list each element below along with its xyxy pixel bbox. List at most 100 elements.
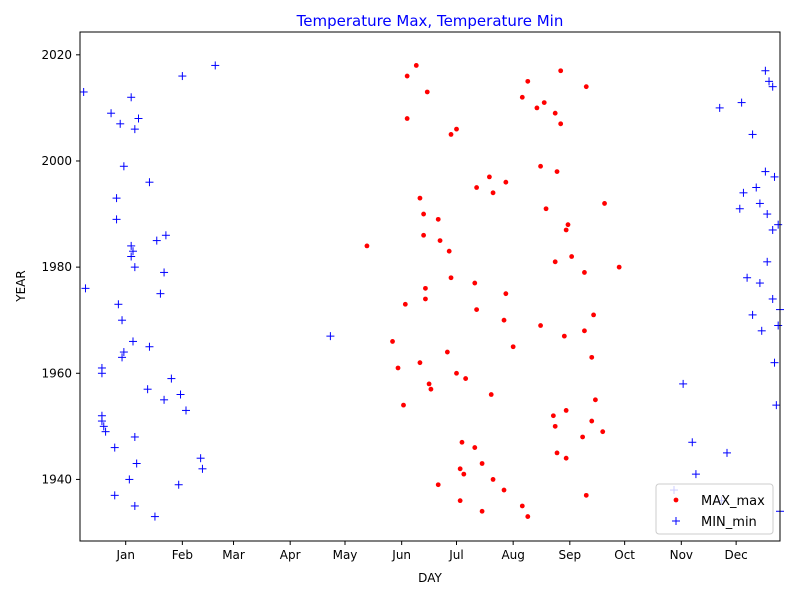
- max-point: [593, 397, 598, 403]
- min-point: [178, 72, 187, 81]
- min-point: [132, 459, 141, 468]
- min-point: [101, 427, 110, 436]
- min-point: [134, 114, 143, 123]
- max-point: [413, 63, 419, 68]
- min-point: [118, 316, 127, 325]
- max-point: [569, 254, 575, 259]
- max-point: [534, 105, 540, 111]
- x-tick-label: Sep: [559, 548, 582, 562]
- min-point: [748, 130, 757, 139]
- min-point: [116, 119, 125, 128]
- max-point: [583, 84, 589, 90]
- max-point: [402, 301, 408, 307]
- max-point: [479, 461, 485, 466]
- max-point: [428, 386, 434, 392]
- max-point: [454, 126, 459, 132]
- min-point: [161, 231, 170, 240]
- legend-marker-min: [672, 517, 680, 525]
- min-point: [326, 332, 335, 341]
- x-tick-label: Feb: [172, 548, 193, 562]
- max-point: [401, 402, 406, 408]
- legend-label-min: MIN_min: [701, 515, 757, 530]
- legend: MAX_max MIN_min: [655, 483, 774, 535]
- min-point: [763, 257, 772, 266]
- series-MIN_min: [79, 61, 784, 521]
- min-point: [198, 464, 207, 473]
- max-point: [558, 68, 564, 74]
- max-point: [446, 248, 452, 254]
- series-MAX_max: [364, 63, 622, 519]
- max-point: [616, 264, 622, 270]
- max-point: [563, 408, 569, 413]
- legend-label-max: MAX_max: [701, 494, 765, 509]
- x-tick-label: Aug: [501, 548, 524, 562]
- max-point: [395, 365, 401, 371]
- min-point: [127, 252, 136, 261]
- min-point: [107, 109, 116, 118]
- max-point: [558, 121, 564, 127]
- x-tick-label: Apr: [280, 548, 301, 562]
- min-point: [688, 438, 697, 447]
- min-point: [130, 263, 139, 272]
- min-point: [679, 379, 688, 388]
- min-point: [127, 241, 136, 250]
- chart-title: Temperature Max, Temperature Min: [296, 12, 564, 30]
- min-point: [130, 432, 139, 441]
- min-point: [125, 475, 134, 484]
- min-point: [755, 199, 764, 208]
- max-point: [421, 232, 427, 238]
- y-tick-label: 2020: [41, 48, 72, 62]
- min-point: [160, 268, 169, 277]
- max-point: [525, 514, 531, 519]
- x-tick-label: Oct: [614, 548, 635, 562]
- min-point: [79, 87, 88, 96]
- y-tick-label: 1980: [41, 260, 72, 274]
- max-point: [423, 296, 428, 302]
- max-point: [404, 116, 410, 121]
- min-point: [761, 66, 770, 75]
- min-point: [97, 369, 106, 378]
- min-point: [765, 77, 774, 86]
- max-point: [424, 89, 430, 95]
- y-axis: 1940 1960 1980 2000 2020: [41, 48, 80, 486]
- max-point: [582, 270, 587, 275]
- min-point: [748, 310, 757, 319]
- x-axis: Jan Feb Mar Apr May Jun Jul Aug Sep Oct Nov Dec: [115, 541, 748, 562]
- max-point: [589, 354, 595, 360]
- max-point: [554, 450, 560, 456]
- min-point: [768, 294, 777, 303]
- max-point: [519, 94, 525, 100]
- min-point: [770, 358, 779, 367]
- max-point: [474, 307, 480, 312]
- min-point: [768, 225, 777, 234]
- max-point: [404, 73, 410, 79]
- max-point: [589, 418, 595, 424]
- min-point: [174, 480, 183, 489]
- min-point: [145, 342, 154, 351]
- min-point: [182, 406, 191, 415]
- x-tick-label: Dec: [725, 548, 748, 562]
- max-point: [421, 211, 427, 217]
- max-point: [554, 169, 560, 174]
- min-point: [99, 422, 108, 431]
- max-point: [501, 317, 507, 323]
- min-point: [97, 417, 106, 426]
- min-point: [196, 454, 205, 463]
- max-point: [600, 429, 606, 435]
- max-point: [437, 238, 443, 243]
- max-point: [457, 498, 463, 504]
- min-point: [774, 220, 783, 229]
- max-point: [463, 376, 469, 381]
- min-point: [739, 188, 748, 197]
- max-point: [448, 275, 454, 281]
- min-point: [752, 183, 761, 192]
- max-point: [364, 243, 370, 249]
- x-tick-label: May: [333, 548, 358, 562]
- min-point: [757, 326, 766, 335]
- min-point: [735, 204, 744, 213]
- max-point: [479, 508, 485, 514]
- x-tick-label: Jun: [391, 548, 411, 562]
- x-tick-label: Jul: [448, 548, 463, 562]
- max-point: [550, 413, 556, 419]
